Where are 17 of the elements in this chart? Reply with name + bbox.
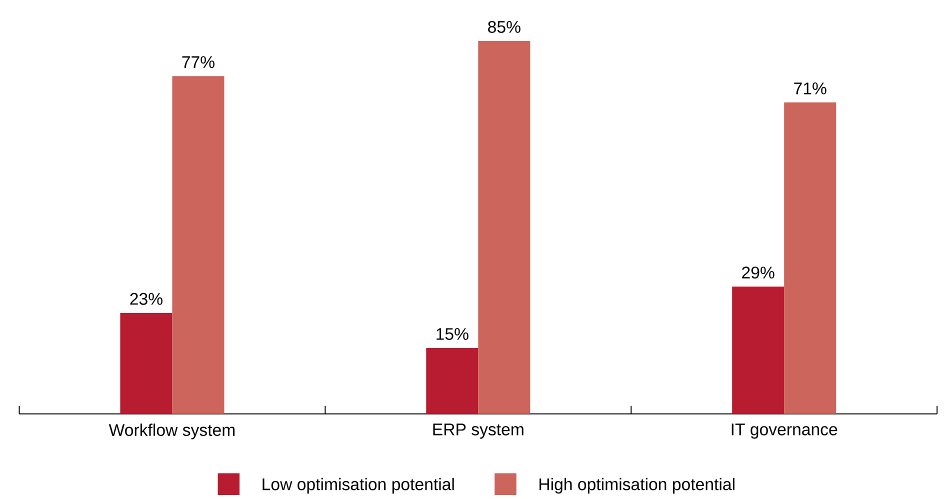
data-label: 71%	[794, 82, 826, 94]
data-label: 15%	[436, 328, 468, 340]
x-tick-label: ERP system	[433, 424, 524, 439]
x-tick-label: Workflow system	[108, 424, 235, 440]
x-tick-label: IT governance	[732, 424, 838, 439]
legend-label: Low optimisation potential	[262, 478, 454, 494]
bar	[172, 76, 224, 414]
bar	[732, 286, 784, 414]
bar	[426, 348, 478, 414]
legend-label: High optimisation potential	[540, 478, 734, 494]
data-label: 77%	[182, 56, 214, 68]
data-label: 23%	[130, 292, 162, 305]
data-label: 29%	[742, 266, 774, 279]
data-label: 85%	[488, 20, 520, 33]
bar	[478, 41, 530, 414]
bar	[120, 312, 172, 414]
bar	[784, 102, 836, 414]
